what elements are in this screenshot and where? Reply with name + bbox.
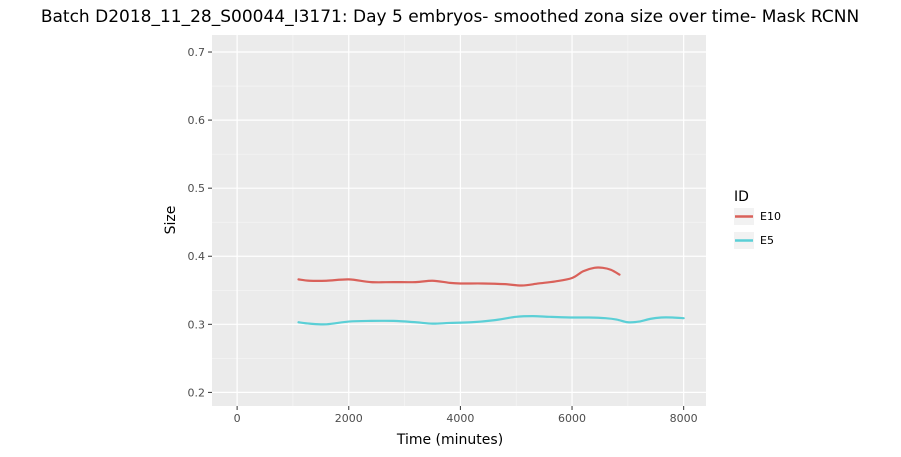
y-tick-label: 0.3	[188, 318, 206, 331]
x-tick-label: 8000	[670, 412, 698, 425]
y-tick-label: 0.4	[188, 250, 206, 263]
legend-label-e5: E5	[760, 234, 774, 247]
series-line-e5	[297, 315, 685, 326]
x-tick-label: 0	[234, 412, 241, 425]
panel-background	[212, 35, 706, 406]
y-tick-label: 0.2	[188, 386, 206, 399]
plot-panel	[212, 35, 706, 406]
series-lines	[297, 266, 685, 326]
legend-title: ID	[734, 189, 749, 205]
x-tick-label: 2000	[335, 412, 363, 425]
y-tick-label: 0.5	[188, 182, 206, 195]
series-line-e10	[297, 266, 621, 287]
legend-label-e10: E10	[760, 210, 781, 223]
y-tick-label: 0.6	[188, 114, 206, 127]
legend-items: E10 E5	[734, 208, 781, 249]
chart-title: Batch D2018_11_28_S00044_I3171: Day 5 em…	[41, 7, 859, 27]
axes: 0 2000 4000 6000 8000 0.2 0.3 0.4 0.5 0.6 0.7	[188, 46, 698, 425]
x-tick-label: 4000	[446, 412, 474, 425]
y-axis-title: Size	[163, 206, 179, 235]
x-axis-title: Time (minutes)	[396, 432, 503, 448]
legend: ID E10 E5	[734, 189, 781, 249]
x-tick-label: 6000	[558, 412, 586, 425]
y-tick-label: 0.7	[188, 46, 206, 59]
